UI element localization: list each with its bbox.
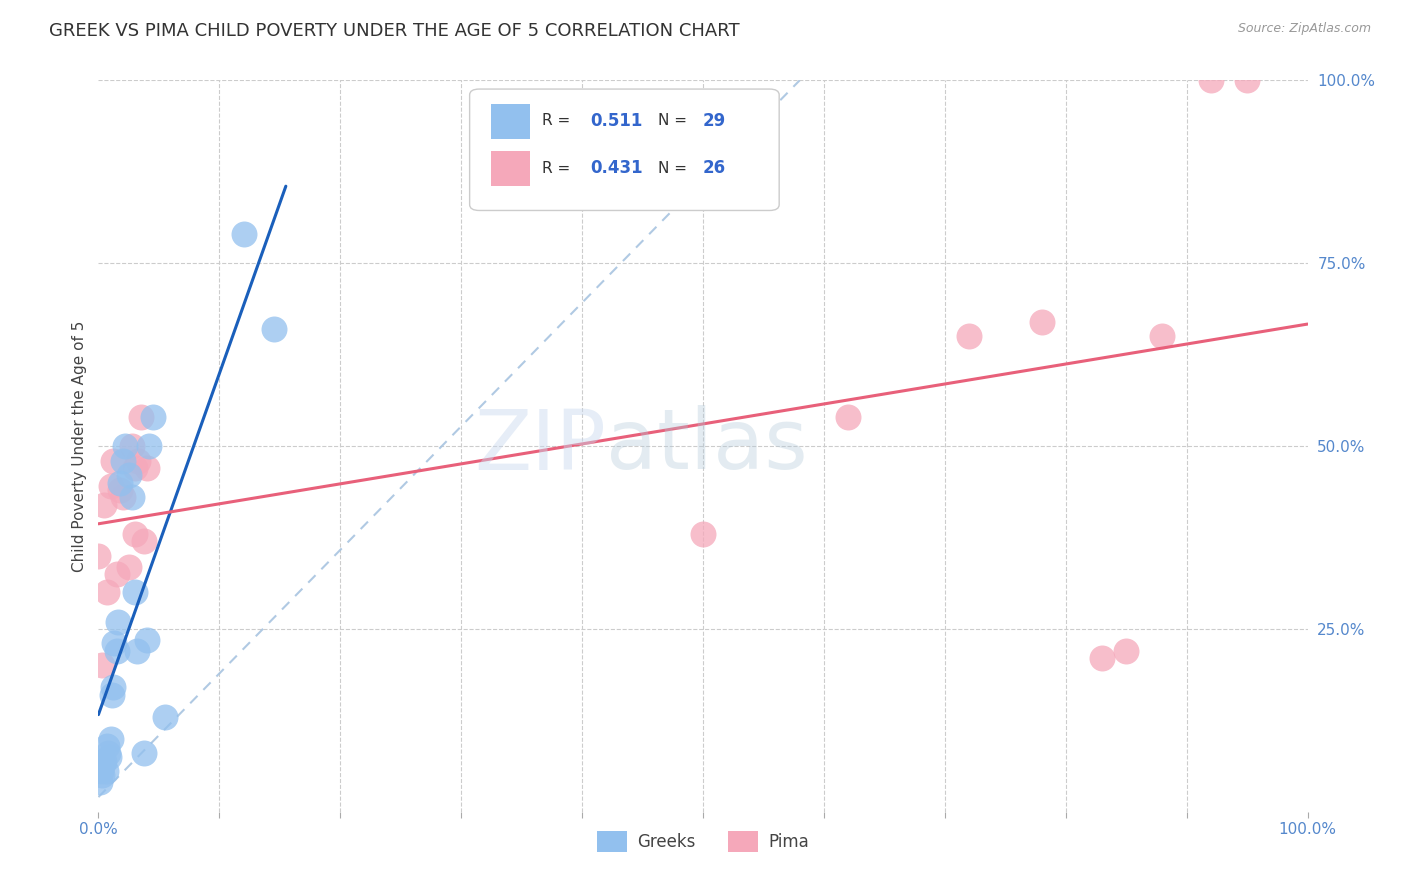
Point [124, 585, 146, 599]
Text: 0.511: 0.511 [591, 112, 643, 129]
Bar [492, 103, 530, 139]
Point [96, 585, 118, 599]
Point [142, 409, 165, 424]
Point [105, 644, 128, 658]
Point [100, 479, 122, 493]
Point [111, 490, 134, 504]
Point [93, 754, 115, 768]
FancyBboxPatch shape [470, 89, 779, 211]
Text: R =: R = [543, 113, 575, 128]
Text: 0.431: 0.431 [591, 159, 643, 177]
Point [1152, 329, 1174, 343]
Text: N =: N = [658, 161, 692, 176]
Point [124, 526, 146, 541]
Point [100, 688, 122, 702]
Point [135, 461, 157, 475]
Point [121, 439, 143, 453]
Point [232, 227, 254, 241]
Point [837, 409, 859, 424]
Point [1199, 73, 1222, 87]
Point [124, 461, 146, 475]
Point [94, 764, 117, 779]
Text: 26: 26 [703, 159, 725, 177]
Point [263, 322, 285, 336]
Point [87, 549, 110, 563]
Text: atlas: atlas [606, 406, 808, 486]
Bar [492, 152, 530, 186]
Point [97, 746, 120, 760]
Point [118, 468, 141, 483]
Point [114, 439, 136, 453]
Point [96, 739, 118, 753]
Point [692, 526, 714, 541]
Text: Source: ZipAtlas.com: Source: ZipAtlas.com [1237, 22, 1371, 36]
Point [107, 615, 129, 629]
Point [127, 453, 149, 467]
Text: GREEK VS PIMA CHILD POVERTY UNDER THE AGE OF 5 CORRELATION CHART: GREEK VS PIMA CHILD POVERTY UNDER THE AG… [49, 22, 740, 40]
Point [129, 409, 152, 424]
Point [98, 749, 121, 764]
Point [1236, 73, 1258, 87]
Point [105, 567, 128, 582]
Point [118, 559, 141, 574]
Point [91, 768, 114, 782]
Point [134, 746, 156, 760]
Point [1115, 644, 1137, 658]
Point [93, 498, 115, 512]
Point [111, 453, 134, 467]
Point [90, 764, 112, 779]
Text: R =: R = [543, 161, 575, 176]
Point [108, 483, 131, 497]
Point [957, 329, 980, 343]
Point [135, 632, 157, 647]
Text: 29: 29 [703, 112, 727, 129]
Point [1091, 651, 1114, 665]
Point [134, 534, 156, 549]
Point [108, 475, 131, 490]
Point [91, 658, 114, 673]
Legend: Greeks, Pima: Greeks, Pima [591, 824, 815, 858]
Point [1031, 315, 1053, 329]
Point [138, 439, 160, 453]
Point [101, 681, 124, 695]
Point [153, 709, 176, 723]
Text: ZIP: ZIP [474, 406, 606, 486]
Point [100, 731, 122, 746]
Point [103, 636, 125, 650]
Point [101, 453, 124, 467]
Text: N =: N = [658, 113, 692, 128]
Point [127, 644, 149, 658]
Y-axis label: Child Poverty Under the Age of 5: Child Poverty Under the Age of 5 [72, 320, 87, 572]
Point [91, 757, 114, 772]
Point [89, 775, 111, 789]
Point [121, 490, 143, 504]
